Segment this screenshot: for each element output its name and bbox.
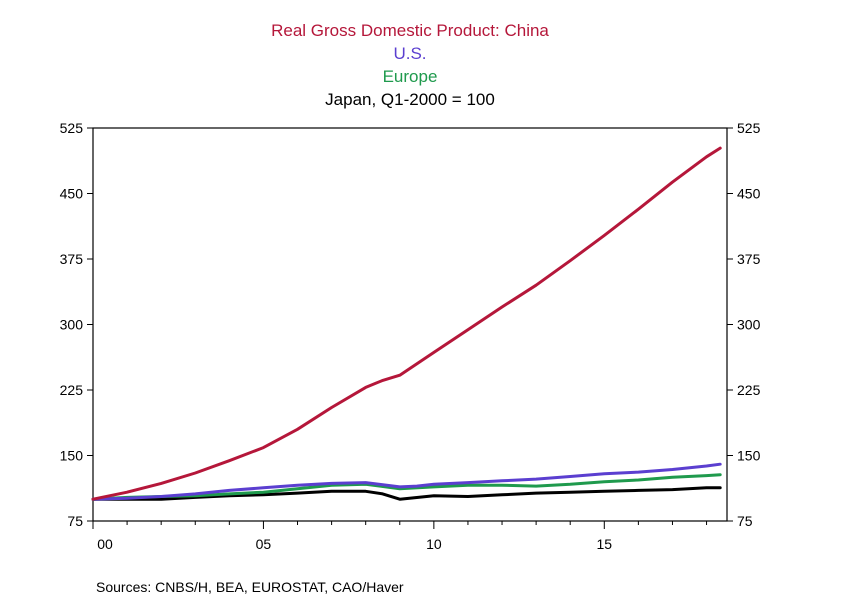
series-line-us xyxy=(91,462,722,501)
left-y-tick-label: 150 xyxy=(60,448,84,464)
title-line-0: Real Gross Domestic Product: China xyxy=(271,21,549,40)
left-y-tick-label: 375 xyxy=(60,251,84,267)
series-line-europe xyxy=(91,473,722,501)
series-lines xyxy=(91,146,722,501)
title-line-2: Europe xyxy=(383,67,438,86)
x-tick-label: 00 xyxy=(97,536,113,552)
plot-frame xyxy=(92,127,728,522)
series-line-china xyxy=(91,146,722,501)
source-note: Sources: CNBS/H, BEA, EUROSTAT, CAO/Have… xyxy=(96,579,404,595)
right-y-tick-label: 450 xyxy=(737,186,761,202)
x-axis: 00 05 10 15 xyxy=(92,521,708,552)
title-line-3: Japan, Q1-2000 = 100 xyxy=(325,90,495,109)
right-y-tick-label: 375 xyxy=(737,251,761,267)
left-y-tick-label: 225 xyxy=(60,382,84,398)
left-y-tick-label: 75 xyxy=(67,513,83,529)
left-y-tick-label: 300 xyxy=(60,317,84,333)
left-y-tick-label: 450 xyxy=(60,186,84,202)
right-y-tick-label: 150 xyxy=(737,448,761,464)
right-y-tick-label: 300 xyxy=(737,317,761,333)
chart-title: Real Gross Domestic Product: China U.S. Eu… xyxy=(271,21,549,109)
right-y-tick-label: 525 xyxy=(737,120,761,136)
left-y-axis: 75 150 225 300 375 450 525 xyxy=(60,120,93,529)
x-tick-label: 15 xyxy=(597,536,613,552)
right-y-axis: 75 150 225 300 375 450 525 xyxy=(727,120,761,529)
right-y-tick-label: 75 xyxy=(737,513,753,529)
series-line-japan xyxy=(91,486,722,501)
title-line-1: U.S. xyxy=(393,44,426,63)
x-tick-label: 05 xyxy=(256,536,272,552)
left-y-tick-label: 525 xyxy=(60,120,84,136)
right-y-tick-label: 225 xyxy=(737,382,761,398)
x-tick-label: 10 xyxy=(426,536,442,552)
